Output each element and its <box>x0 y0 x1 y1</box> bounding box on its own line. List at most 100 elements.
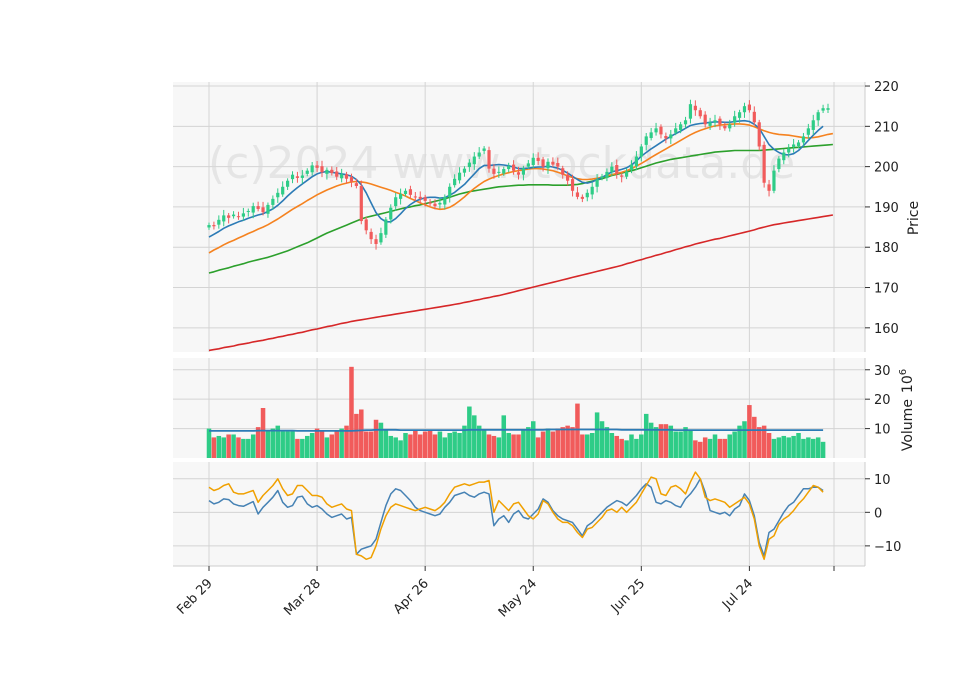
volume-bar <box>624 440 629 458</box>
candle-body <box>683 120 688 125</box>
volume-bar <box>309 433 315 458</box>
candle-body <box>639 146 643 157</box>
candle-body <box>516 172 521 175</box>
candle-body <box>821 108 825 111</box>
volume-bar <box>383 430 389 458</box>
candle-body <box>659 126 663 135</box>
candle-body <box>674 128 678 133</box>
volume-bar <box>530 421 536 458</box>
x-tick-label: Mar 28 <box>281 576 324 619</box>
volume-bar <box>354 413 359 458</box>
candle-body <box>394 197 398 207</box>
volume-bar <box>491 435 497 458</box>
candle-body <box>217 219 221 225</box>
volume-bar <box>668 425 674 458</box>
volume-bar <box>801 438 806 458</box>
volume-bar <box>761 425 767 458</box>
volume-bar <box>304 435 310 458</box>
candle-body <box>521 168 526 175</box>
candle-body <box>728 124 732 129</box>
volume-bar <box>226 434 231 458</box>
grid-lines <box>173 82 865 566</box>
candle-body <box>295 176 300 178</box>
volume-bar <box>727 434 733 458</box>
volume-tick-label: 20 <box>874 393 891 408</box>
candle-body <box>649 132 653 139</box>
candle-body <box>566 174 570 181</box>
candle-body <box>438 202 442 205</box>
candle-body <box>330 169 334 174</box>
candle-body <box>772 170 776 191</box>
candle-body <box>688 104 693 119</box>
candle-body <box>325 169 329 174</box>
candle-body <box>418 196 422 199</box>
candle-body <box>718 118 722 125</box>
volume-bar <box>688 430 693 458</box>
oscillator-tick-label: 0 <box>874 506 882 521</box>
candle-body <box>423 197 427 201</box>
candle-body <box>620 175 624 177</box>
price-panel-background <box>173 82 865 352</box>
volume-bar <box>634 438 639 458</box>
volume-bar <box>417 434 423 458</box>
volume-bar <box>236 437 241 458</box>
candle-body <box>236 216 241 218</box>
volume-bars <box>206 366 826 458</box>
candle-body <box>261 207 265 213</box>
ma-long-line <box>208 143 833 274</box>
candle-body <box>767 184 771 191</box>
candle-body <box>320 166 324 173</box>
volume-bar <box>398 440 403 458</box>
price-tick-label: 220 <box>874 80 899 95</box>
watermark-text: (c)2024 www.stockdata.de <box>208 138 795 189</box>
candle-body <box>600 176 604 178</box>
volume-bar <box>270 428 276 458</box>
x-tick-label: May 24 <box>496 576 540 620</box>
candle-body <box>551 161 555 165</box>
volume-bar <box>698 441 703 458</box>
volume-bar <box>796 433 801 458</box>
candle-body <box>207 225 211 228</box>
candle-body <box>472 156 476 165</box>
candle-body <box>762 144 766 183</box>
volume-bar <box>442 437 448 458</box>
candle-body <box>634 156 639 167</box>
x-tick-label: Jul 24 <box>719 576 756 613</box>
volume-bar <box>678 431 683 458</box>
volume-bar <box>221 437 226 458</box>
candle-body <box>654 128 658 133</box>
volume-bar <box>388 435 394 458</box>
volume-bar <box>693 440 698 458</box>
candle-body <box>679 124 683 130</box>
volume-bar <box>737 425 742 458</box>
price-tick-label: 180 <box>874 241 899 256</box>
volume-bar <box>295 438 300 458</box>
candle-body <box>428 202 432 204</box>
candle-body <box>502 169 506 174</box>
volume-bar <box>707 438 713 458</box>
candle-body <box>443 196 447 205</box>
candle-body <box>266 204 270 214</box>
candle-body <box>222 215 226 222</box>
candle-body <box>271 198 275 205</box>
candle-body <box>286 180 290 187</box>
candle-body <box>477 152 481 157</box>
candle-body <box>290 174 295 180</box>
candle-body <box>585 192 589 198</box>
volume-bar <box>658 424 664 458</box>
volume-bar <box>300 438 305 458</box>
candle-body <box>492 168 496 174</box>
volume-bar <box>752 416 757 458</box>
candle-body <box>482 148 486 151</box>
candle-body <box>212 225 216 227</box>
volume-bar <box>447 433 452 458</box>
y-tick-labels: 160 170 180 190 200 210 220 10 20 30 −10 0 10 <box>865 80 901 555</box>
volume-bar <box>565 425 570 458</box>
candle-body <box>507 166 511 170</box>
volume-bar <box>589 433 595 458</box>
volume-bar <box>550 431 556 458</box>
candle-body <box>511 164 516 171</box>
volume-bar <box>368 431 374 458</box>
volume-bar <box>472 415 477 458</box>
volume-bar <box>815 437 821 458</box>
